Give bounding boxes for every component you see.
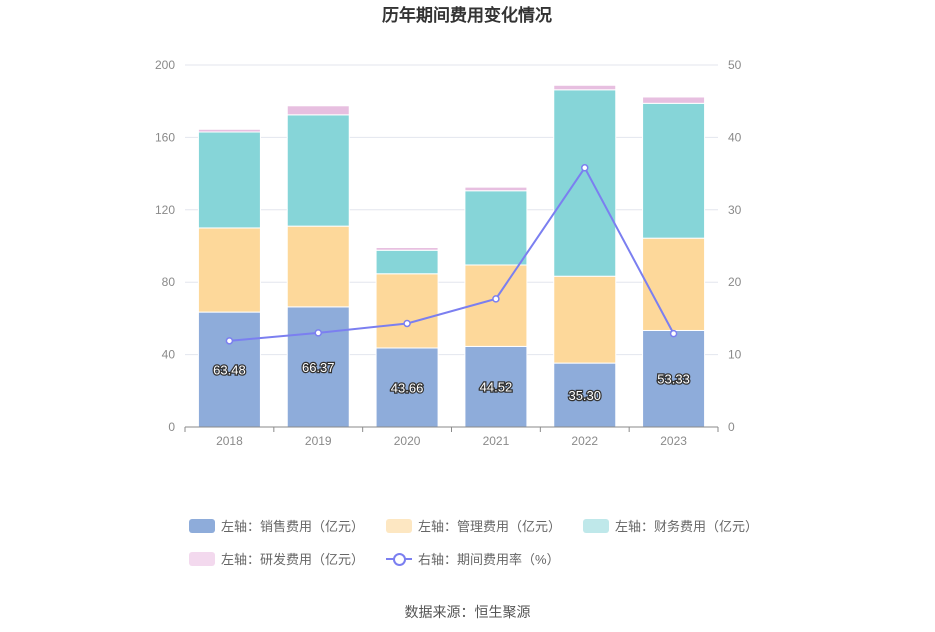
legend-swatch-rate <box>386 552 413 566</box>
right-tick-label: 20 <box>728 275 742 289</box>
bar-finance <box>553 89 617 277</box>
left-tick-label: 120 <box>155 203 175 217</box>
bar-finance <box>197 131 261 229</box>
rate-line-path <box>229 165 675 342</box>
left-tick-label: 0 <box>168 420 175 434</box>
bar-admin <box>375 273 439 349</box>
rate-line <box>225 164 678 345</box>
left-tick-label: 160 <box>155 130 175 144</box>
data-labels: 63.48 66.37 43.66 44.52 35.30 53.33 <box>212 359 691 405</box>
legend-swatch-finance <box>583 518 610 533</box>
bar-rnd <box>197 128 261 133</box>
rate-point <box>314 329 322 337</box>
right-tick-label: 10 <box>728 348 742 362</box>
bar-rnd <box>553 84 617 91</box>
left-tick-label: 200 <box>155 58 175 72</box>
bar-admin <box>642 237 706 331</box>
sales-data-label: 63.48 <box>213 363 246 378</box>
legend-item-rate[interactable]: 右轴：期间费用率（%） <box>386 549 560 568</box>
chart-title: 历年期间费用变化情况 <box>382 5 552 25</box>
bars <box>197 84 706 428</box>
sales-data-label: 44.52 <box>480 380 513 395</box>
bar-rnd <box>464 186 528 192</box>
data-source: 数据来源：恒生聚源 <box>404 604 531 620</box>
gridlines <box>185 64 718 356</box>
legend-label-rnd: 左轴：研发费用（亿元） <box>221 552 365 567</box>
legend-label-finance: 左轴：财务费用（亿元） <box>615 519 759 534</box>
legend-item-admin[interactable]: 左轴：管理费用（亿元） <box>386 516 561 535</box>
right-tick-label: 0 <box>728 420 735 434</box>
x-tick-label: 2020 <box>394 434 421 448</box>
sales-data-label: 66.37 <box>302 360 335 375</box>
bar-rnd <box>375 247 439 251</box>
bar-finance <box>464 190 528 266</box>
right-tick-label: 50 <box>728 58 742 72</box>
rate-point <box>403 319 411 328</box>
rate-point <box>225 337 234 345</box>
bar-sales <box>642 329 706 428</box>
sales-data-label: 35.30 <box>568 388 601 403</box>
left-tick-label: 40 <box>162 348 176 362</box>
bar-finance <box>286 114 350 227</box>
bar-admin <box>553 275 617 364</box>
legend-swatch-rnd <box>189 551 215 566</box>
legend-item-finance[interactable]: 左轴：财务费用（亿元） <box>583 516 758 535</box>
x-tick-label: 2021 <box>483 434 510 448</box>
legend-swatch-sales <box>189 518 215 533</box>
bar-admin <box>197 227 261 313</box>
legend-label-rate: 右轴：期间费用率（%） <box>418 552 560 567</box>
rate-point <box>492 295 500 303</box>
x-tick-label: 2022 <box>571 434 598 448</box>
rate-point <box>581 164 589 172</box>
legend-item-rnd[interactable]: 左轴：研发费用（亿元） <box>189 549 364 568</box>
axes: 0 40 80 120 160 200 0 10 20 30 40 50 2018 2019 2020 202… <box>155 58 742 448</box>
legend-label-sales: 左轴：销售费用（亿元） <box>221 519 365 534</box>
x-tick-label: 2019 <box>305 434 332 448</box>
bar-admin <box>286 225 350 308</box>
bar-rnd <box>642 96 706 104</box>
rate-point <box>669 329 678 338</box>
bar-finance <box>642 102 706 239</box>
sales-data-label: 53.33 <box>657 372 690 387</box>
right-tick-label: 30 <box>728 203 742 217</box>
legend-swatch-admin <box>386 518 413 533</box>
sales-data-label: 43.66 <box>391 380 424 395</box>
bar-finance <box>375 249 439 275</box>
left-tick-label: 80 <box>162 275 176 289</box>
x-tick-label: 2023 <box>660 434 687 448</box>
legend-label-admin: 左轴：管理费用（亿元） <box>418 519 562 534</box>
right-tick-label: 40 <box>728 130 742 144</box>
legend-item-sales[interactable]: 左轴：销售费用（亿元） <box>189 516 364 535</box>
x-tick-label: 2018 <box>216 434 243 448</box>
bar-sales <box>197 311 261 428</box>
bar-rnd <box>286 105 350 116</box>
